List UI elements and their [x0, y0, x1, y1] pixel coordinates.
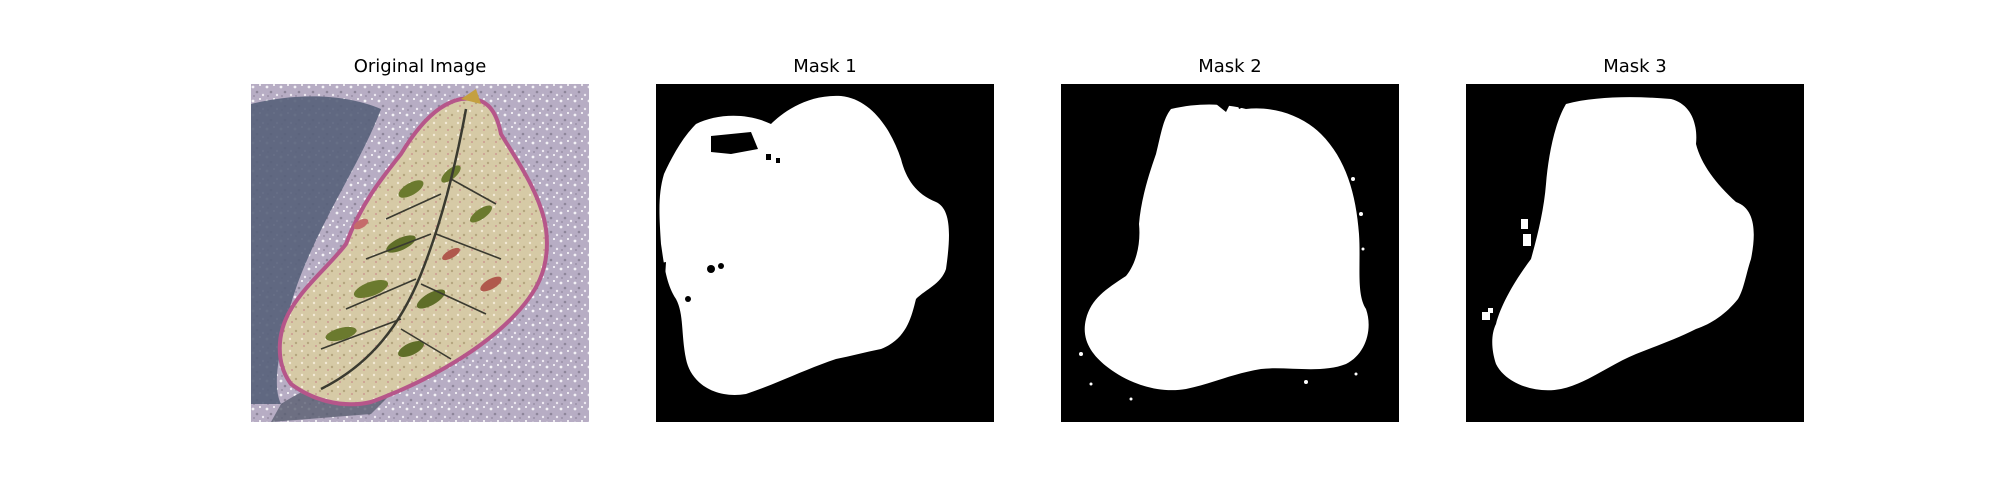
- mask-1-shape: [656, 84, 994, 422]
- panel-title: Mask 1: [793, 56, 857, 77]
- leaf-photo: [251, 84, 589, 422]
- mask-1-panel: Mask 1: [656, 56, 994, 422]
- mask-1-image: [656, 84, 994, 422]
- mask-2-image: [1061, 84, 1399, 422]
- original-image-panel: Original Image: [251, 56, 589, 422]
- original-image: [251, 84, 589, 422]
- panel-title: Original Image: [353, 56, 487, 77]
- panel-title: Mask 3: [1603, 56, 1667, 77]
- mask-2-shape: [1061, 84, 1399, 422]
- mask-2-panel: Mask 2: [1061, 56, 1399, 422]
- mask-3-image: [1466, 84, 1804, 422]
- mask-3-panel: Mask 3: [1466, 56, 1804, 422]
- panel-title: Mask 2: [1198, 56, 1262, 77]
- mask-3-shape: [1466, 84, 1804, 422]
